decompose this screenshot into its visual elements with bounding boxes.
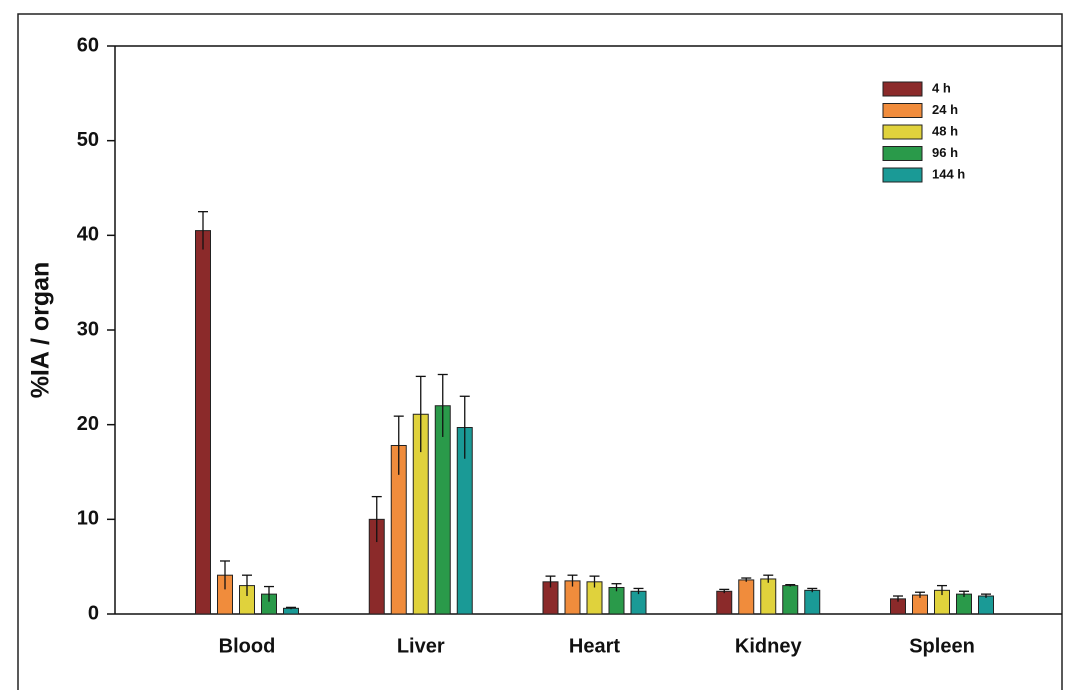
frame <box>17 13 1063 690</box>
error-bar <box>633 587 644 595</box>
y-tick-label: 30 <box>77 318 99 340</box>
error-bar <box>915 591 925 598</box>
error-bar <box>264 585 274 602</box>
error-bar <box>937 584 947 596</box>
error-bar <box>611 583 622 592</box>
error-bar <box>459 395 470 459</box>
y-tick-label: 0 <box>88 602 99 624</box>
bar <box>716 590 733 615</box>
error-bar <box>393 415 404 475</box>
bar <box>804 589 821 615</box>
legend-label: 24 h <box>932 102 958 117</box>
y-tick-label: 40 <box>77 224 99 246</box>
legend-swatch <box>882 167 923 183</box>
error-bar <box>981 593 991 598</box>
error-bar <box>959 590 969 597</box>
y-tick-label: 20 <box>77 413 99 435</box>
legend-swatch <box>882 103 923 118</box>
legend-swatch <box>882 146 923 161</box>
error-bar <box>719 588 730 594</box>
x-tick-label: Spleen <box>909 635 975 657</box>
error-bar <box>198 211 208 250</box>
error-bar <box>763 574 774 583</box>
bar <box>956 593 972 615</box>
error-bar <box>589 575 600 588</box>
legend-label: 96 h <box>932 145 958 160</box>
error-bar <box>415 375 426 453</box>
x-tick-label: Kidney <box>735 635 803 657</box>
x-tick-label: Blood <box>219 635 276 657</box>
y-tick-label: 10 <box>77 508 99 530</box>
error-bar <box>807 587 818 593</box>
y-tick-label: 60 <box>77 34 99 56</box>
x-tick-label: Liver <box>397 635 445 657</box>
error-bar <box>741 577 752 582</box>
error-bar <box>437 373 448 437</box>
legend-swatch <box>882 81 923 97</box>
error-bar <box>220 560 230 590</box>
bar <box>608 586 625 615</box>
error-bar <box>567 574 578 587</box>
bar <box>195 230 211 615</box>
bar <box>782 585 799 615</box>
error-bar <box>893 595 903 602</box>
error-bar <box>545 575 556 588</box>
bar <box>978 595 994 615</box>
legend-label: 4 h <box>932 80 951 95</box>
bar <box>760 578 777 615</box>
error-bar <box>242 574 252 597</box>
legend-label: 144 h <box>932 166 965 181</box>
error-bar <box>286 606 296 610</box>
y-tick-label: 50 <box>77 129 99 151</box>
error-bar <box>371 495 382 543</box>
bar <box>630 590 647 615</box>
legend-label: 48 h <box>932 123 958 138</box>
x-tick-label: Heart <box>569 635 620 657</box>
bar <box>738 579 755 615</box>
y-axis-label: %IA / organ <box>27 262 55 399</box>
error-bar <box>785 584 796 587</box>
legend-swatch <box>882 124 923 140</box>
